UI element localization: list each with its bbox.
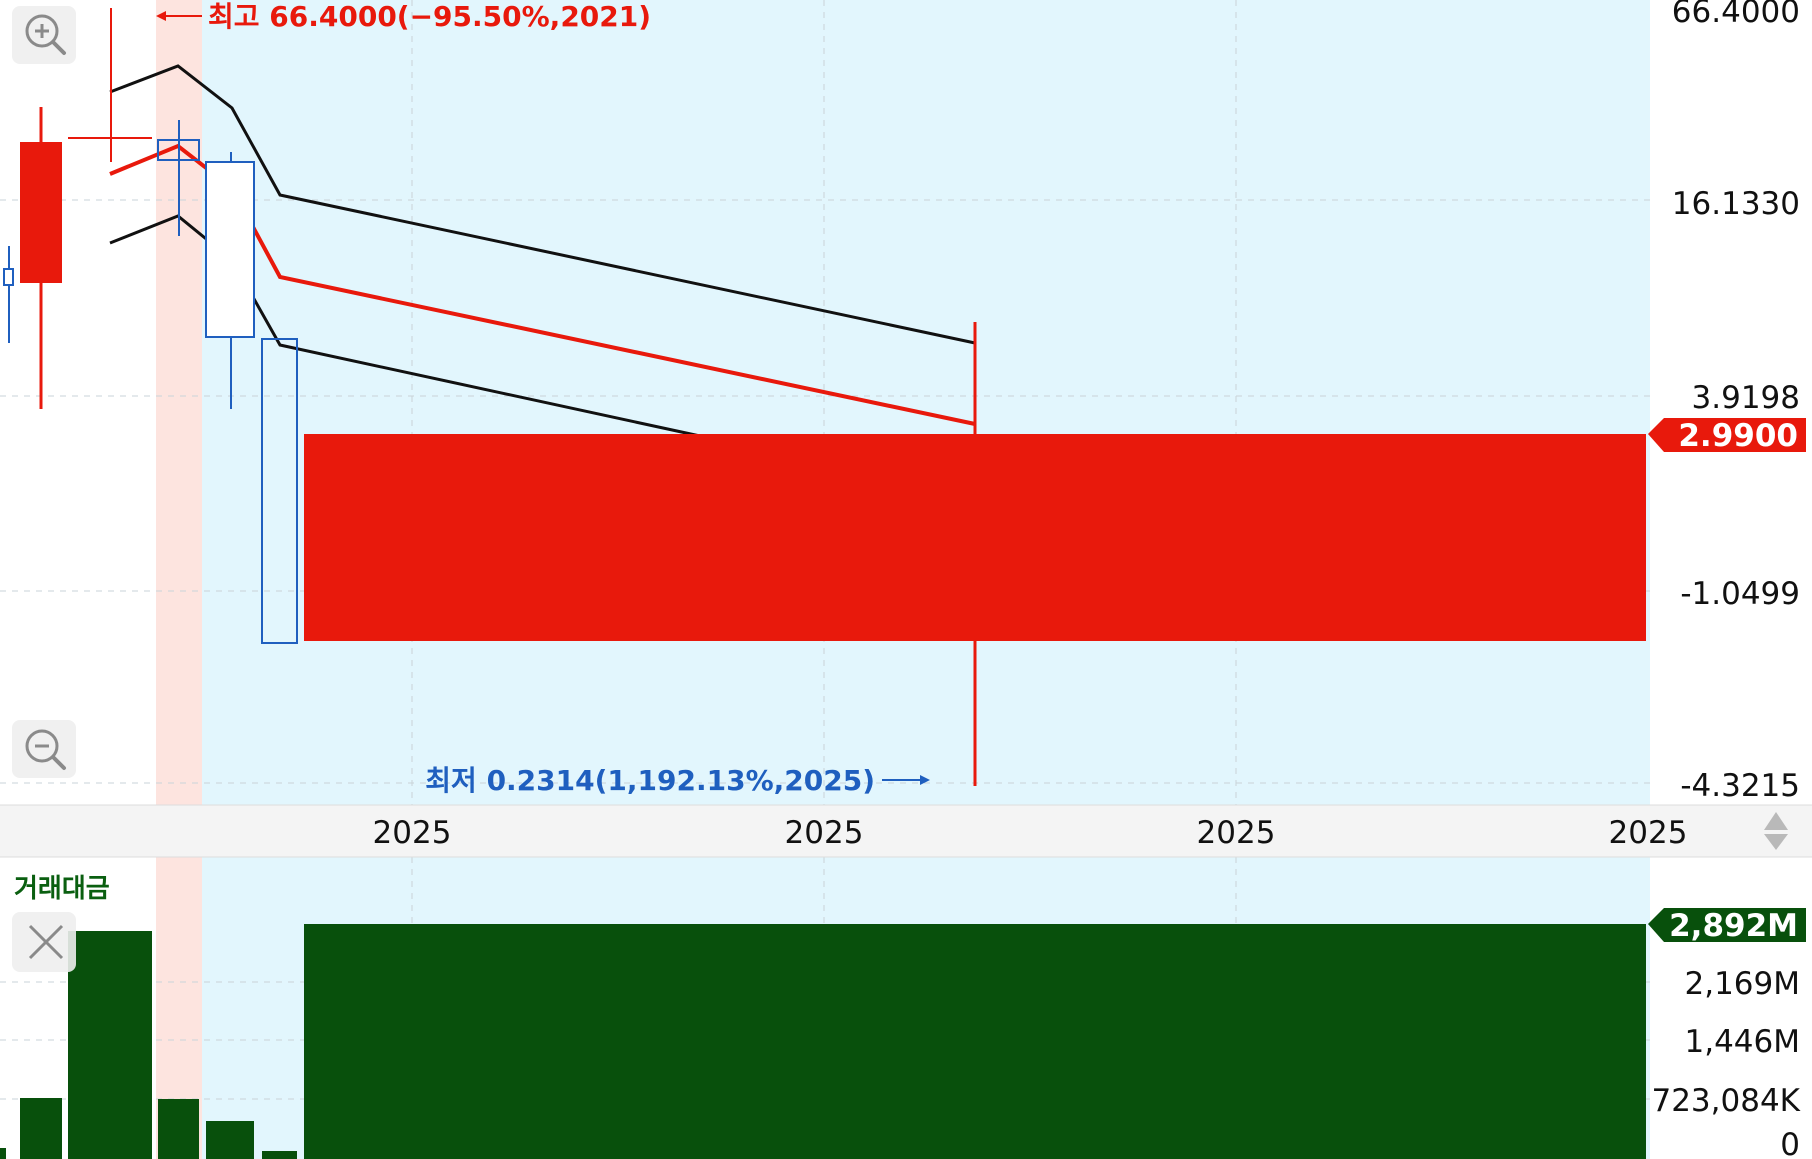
- candle: [261, 338, 298, 644]
- x-axis: 2025 2025 2025 2025: [373, 815, 1688, 851]
- volume-y-tick-label: 2,169M: [1685, 966, 1801, 1002]
- x-tick-label: 2025: [373, 815, 452, 851]
- x-axis-bar[interactable]: [0, 805, 1812, 857]
- current-price-value: 2.9900: [1678, 418, 1798, 454]
- y-tick-label: -1.0499: [1680, 576, 1800, 612]
- volume-bars: [0, 924, 1646, 1159]
- volume-current-value: 2,892M: [1669, 908, 1798, 944]
- high-annotation-text: 최고 66.4000(−95.50%,2021): [208, 0, 651, 33]
- volume-y-tick-label: 723,084K: [1651, 1083, 1800, 1119]
- volume-panel-title: 거래대금: [14, 874, 110, 904]
- candle: [157, 120, 200, 236]
- volume-y-tick-label: 0: [1780, 1127, 1800, 1159]
- high-annotation: 최고 66.4000(−95.50%,2021): [156, 0, 651, 33]
- volume-y-tick-label: 1,446M: [1685, 1024, 1801, 1060]
- volume-bar: [158, 1099, 199, 1159]
- y-tick-label: -4.3215: [1680, 768, 1800, 804]
- zoom-in-button[interactable]: [12, 6, 76, 64]
- price-y-axis: 66.4000 16.1330 3.9198 -1.0499 -4.3215: [1672, 0, 1800, 804]
- candle: [3, 246, 14, 343]
- scroll-arrows-icon[interactable]: [1764, 812, 1788, 850]
- highlight-blue-region: [202, 0, 1650, 805]
- close-panel-button[interactable]: [12, 912, 76, 972]
- candle: [304, 322, 1646, 786]
- current-price-badge: 2.9900: [1648, 418, 1806, 454]
- volume-current-badge: 2,892M: [1648, 908, 1806, 944]
- low-annotation: 최저 0.2314(1,192.13%,2025): [425, 764, 930, 797]
- zoom-out-button[interactable]: [12, 720, 76, 778]
- volume-bar: [20, 1098, 62, 1159]
- close-icon: [28, 924, 64, 960]
- y-tick-label: 66.4000: [1672, 0, 1800, 30]
- y-tick-label: 16.1330: [1672, 186, 1800, 222]
- x-tick-label: 2025: [1197, 815, 1276, 851]
- candlesticks: [3, 8, 1646, 786]
- candle: [20, 107, 62, 409]
- volume-bar: [304, 924, 1646, 1159]
- gridlines: [0, 0, 1650, 1159]
- volume-bar: [68, 931, 152, 1159]
- candle: [205, 152, 255, 409]
- zoom-out-icon: [25, 729, 66, 770]
- low-annotation-text: 최저 0.2314(1,192.13%,2025): [425, 764, 875, 797]
- y-tick-label: 3.9198: [1692, 380, 1800, 416]
- volume-bar: [0, 1148, 6, 1159]
- y-axis-bg: [1650, 0, 1812, 805]
- volume-y-axis: 2,169M 1,446M 723,084K 0: [1651, 966, 1800, 1159]
- upper-band-line: [109, 64, 976, 345]
- x-tick-label: 2025: [785, 815, 864, 851]
- x-tick-label: 2025: [1609, 815, 1688, 851]
- volume-bar: [262, 1151, 297, 1159]
- volume-bar: [206, 1121, 254, 1159]
- zoom-in-icon: [25, 14, 66, 55]
- candle: [68, 8, 152, 162]
